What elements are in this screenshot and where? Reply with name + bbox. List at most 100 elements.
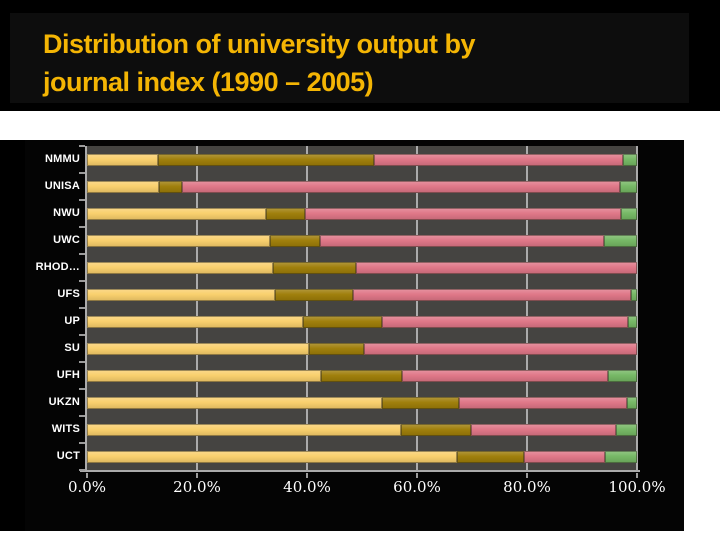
green-segment: [603, 235, 637, 247]
dark-gold-segment: [265, 208, 305, 220]
category-label: UKZN: [48, 396, 80, 408]
dark-gold-segment: [308, 343, 364, 355]
gridline: [306, 146, 308, 470]
y-axis-tick: [79, 280, 85, 282]
y-axis-tick: [79, 253, 85, 255]
stacked-bar: [87, 154, 637, 166]
x-tick-label: 0.0%: [67, 478, 107, 496]
x-axis-tick: [636, 473, 638, 478]
stacked-bar: [87, 397, 637, 409]
y-axis-tick: [79, 226, 85, 228]
category-label: NWU: [53, 207, 80, 219]
green-segment: [619, 181, 637, 193]
bar-row: SU: [25, 335, 684, 362]
y-axis-tick: [79, 469, 85, 471]
x-tick-label: 100.0%: [608, 478, 666, 496]
y-axis-line: [85, 146, 87, 472]
x-axis-tick: [306, 473, 308, 478]
bar-row: UNISA: [25, 173, 684, 200]
dark-gold-segment: [456, 451, 525, 463]
gridline: [636, 146, 638, 470]
bar-row: UCT: [25, 443, 684, 470]
yellow-segment: [87, 208, 266, 220]
title-banner: [10, 13, 689, 103]
stacked-bar: [87, 424, 637, 436]
bar-row: NMMU: [25, 146, 684, 173]
gridline: [416, 146, 418, 470]
yellow-segment: [87, 289, 275, 301]
pink-segment: [304, 208, 622, 220]
dark-gold-segment: [274, 289, 353, 301]
green-segment: [607, 370, 637, 382]
gridline: [526, 146, 528, 470]
stacked-bar: [87, 289, 637, 301]
dark-gold-segment: [321, 370, 403, 382]
x-tick-label: 20.0%: [173, 478, 221, 496]
green-segment: [605, 451, 637, 463]
green-segment: [627, 316, 637, 328]
canvas-margin-band: [0, 111, 720, 140]
green-segment: [623, 154, 637, 166]
dark-gold-segment: [302, 316, 383, 328]
dark-gold-segment: [157, 154, 374, 166]
pink-segment: [459, 397, 628, 409]
stacked-bar: [87, 451, 637, 463]
y-axis-tick: [79, 361, 85, 363]
plot-area: [87, 146, 638, 470]
yellow-segment: [87, 262, 274, 274]
yellow-segment: [87, 235, 270, 247]
x-axis-tick: [416, 473, 418, 478]
green-segment: [630, 289, 637, 301]
bar-row: UWC: [25, 227, 684, 254]
y-axis-tick: [79, 307, 85, 309]
bar-row: UKZN: [25, 389, 684, 416]
dark-gold-segment: [159, 181, 183, 193]
stacked-bar: [87, 235, 637, 247]
y-axis-tick: [79, 388, 85, 390]
pink-segment: [373, 154, 624, 166]
stacked-bar: [87, 262, 637, 274]
x-axis-tick: [526, 473, 528, 478]
green-segment: [627, 397, 637, 409]
y-axis-tick: [79, 334, 85, 336]
x-axis-line: [80, 470, 640, 472]
category-label: UFH: [56, 369, 80, 381]
y-axis-tick: [79, 442, 85, 444]
stacked-bar: [87, 181, 637, 193]
yellow-segment: [87, 424, 401, 436]
dark-gold-segment: [382, 397, 460, 409]
y-axis-tick: [79, 172, 85, 174]
bar-row: NWU: [25, 200, 684, 227]
category-label: UP: [64, 315, 80, 327]
stacked-bar: [87, 343, 637, 355]
bar-row: UP: [25, 308, 684, 335]
x-axis-labels: 0.0% 20.0% 40.0% 60.0% 80.0% 100.0%: [0, 478, 720, 500]
category-label: UNISA: [44, 180, 80, 192]
x-tick-label: 40.0%: [283, 478, 331, 496]
yellow-segment: [87, 181, 160, 193]
yellow-segment: [87, 370, 322, 382]
pink-segment: [524, 451, 606, 463]
y-axis-tick: [79, 199, 85, 201]
category-label: WITS: [51, 423, 80, 435]
x-tick-label: 60.0%: [393, 478, 441, 496]
pink-segment: [471, 424, 617, 436]
bar-row: UFH: [25, 362, 684, 389]
canvas-margin-right: [684, 111, 720, 540]
slide-title-line2: journal index (1990 – 2005): [43, 67, 374, 97]
category-label: UCT: [56, 450, 80, 462]
pink-segment: [319, 235, 604, 247]
slide-title: Distribution of university output by jou…: [43, 25, 663, 101]
stacked-bar: [87, 208, 637, 220]
y-axis-tick: [79, 415, 85, 417]
green-segment: [621, 208, 637, 220]
x-axis-tick: [196, 473, 198, 478]
category-label: RHOD…: [35, 261, 80, 273]
stacked-bar: [87, 370, 637, 382]
bar-row: UFS: [25, 281, 684, 308]
slide-title-line1: Distribution of university output by: [43, 29, 475, 59]
pink-segment: [352, 289, 631, 301]
pink-segment: [182, 181, 620, 193]
yellow-segment: [87, 316, 303, 328]
